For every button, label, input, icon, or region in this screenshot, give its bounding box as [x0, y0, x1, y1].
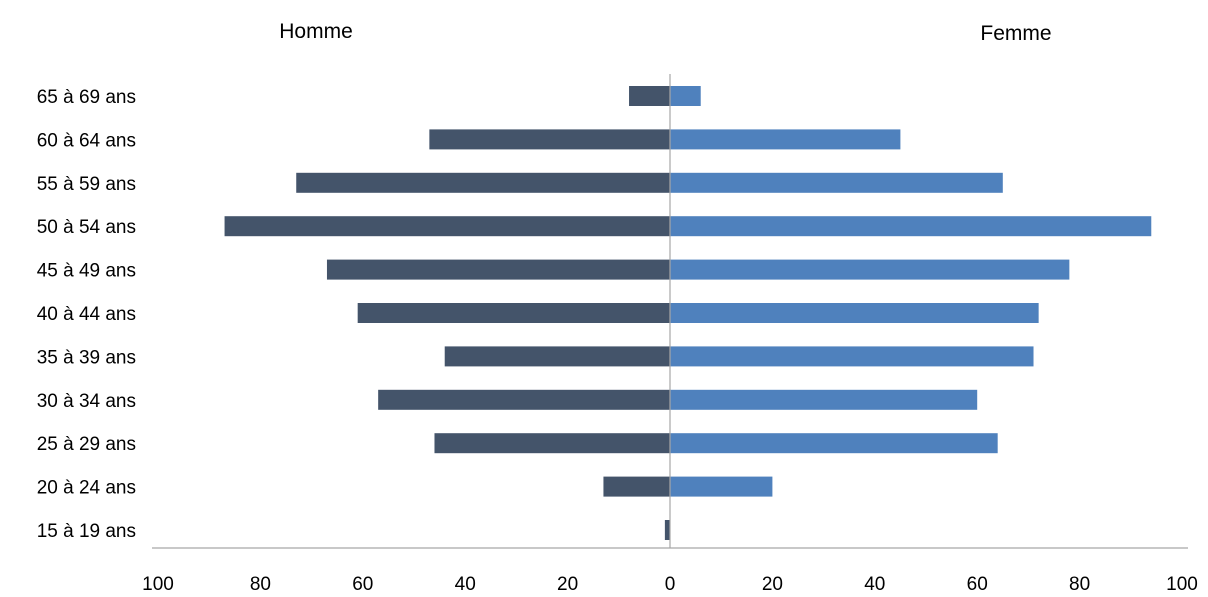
x-tick-label: 40 [455, 574, 476, 595]
bar-homme-15-a-19-ans [664, 520, 670, 540]
category-labels-group: 15 à 19 ans 20 à 24 ans 25 à 29 ans 30 à 34… [37, 87, 136, 542]
category-label-65-a-69-ans: 65 à 69 ans [37, 87, 136, 108]
category-label-45-a-49-ans: 45 à 49 ans [37, 261, 136, 282]
bar-homme-40-a-44-ans [357, 303, 670, 323]
category-label-60-a-64-ans: 60 à 64 ans [37, 130, 136, 151]
x-tick-label: 60 [967, 574, 988, 595]
bar-homme-30-a-34-ans [378, 389, 670, 410]
category-label-15-a-19-ans: 15 à 19 ans [37, 521, 136, 542]
x-tick-labels-group: 100 80 60 40 20 0 20 40 60 80 100 [142, 574, 1198, 595]
category-label-50-a-54-ans: 50 à 54 ans [37, 217, 136, 238]
bar-femme-65-a-69-ans [670, 86, 701, 106]
x-tick-label: 80 [250, 574, 271, 595]
category-label-55-a-59-ans: 55 à 59 ans [37, 174, 136, 195]
bar-homme-60-a-64-ans [429, 129, 670, 150]
bar-femme-20-a-24-ans [670, 476, 773, 497]
series-title-homme: Homme [279, 20, 353, 43]
bar-femme-60-a-64-ans [670, 129, 901, 150]
bar-homme-55-a-59-ans [296, 172, 670, 193]
bar-homme-65-a-69-ans [629, 86, 670, 106]
x-tick-label: 100 [142, 574, 174, 595]
x-tick-label: 0 [665, 574, 676, 595]
bar-femme-50-a-54-ans [670, 216, 1152, 237]
category-label-20-a-24-ans: 20 à 24 ans [37, 478, 136, 499]
bar-homme-50-a-54-ans [224, 216, 670, 237]
bar-femme-35-a-39-ans [670, 346, 1034, 367]
x-tick-label: 20 [762, 574, 783, 595]
category-label-25-a-29-ans: 25 à 29 ans [37, 434, 136, 455]
bar-homme-25-a-29-ans [434, 433, 670, 454]
x-tick-label: 100 [1166, 574, 1198, 595]
category-label-40-a-44-ans: 40 à 44 ans [37, 304, 136, 325]
bar-femme-30-a-34-ans [670, 389, 978, 410]
bar-femme-25-a-29-ans [670, 433, 998, 454]
x-tick-label: 20 [557, 574, 578, 595]
x-tick-label: 60 [352, 574, 373, 595]
bar-homme-45-a-49-ans [326, 259, 670, 280]
x-tick-label: 80 [1069, 574, 1090, 595]
bar-femme-40-a-44-ans [670, 303, 1039, 323]
category-label-35-a-39-ans: 35 à 39 ans [37, 347, 136, 368]
series-title-femme: Femme [980, 22, 1051, 45]
bar-femme-55-a-59-ans [670, 172, 1003, 193]
bar-homme-35-a-39-ans [444, 346, 670, 367]
category-label-30-a-34-ans: 30 à 34 ans [37, 391, 136, 412]
bar-homme-20-a-24-ans [603, 476, 670, 497]
bars-group [224, 86, 1152, 540]
bar-femme-45-a-49-ans [670, 259, 1070, 280]
x-tick-label: 40 [864, 574, 885, 595]
